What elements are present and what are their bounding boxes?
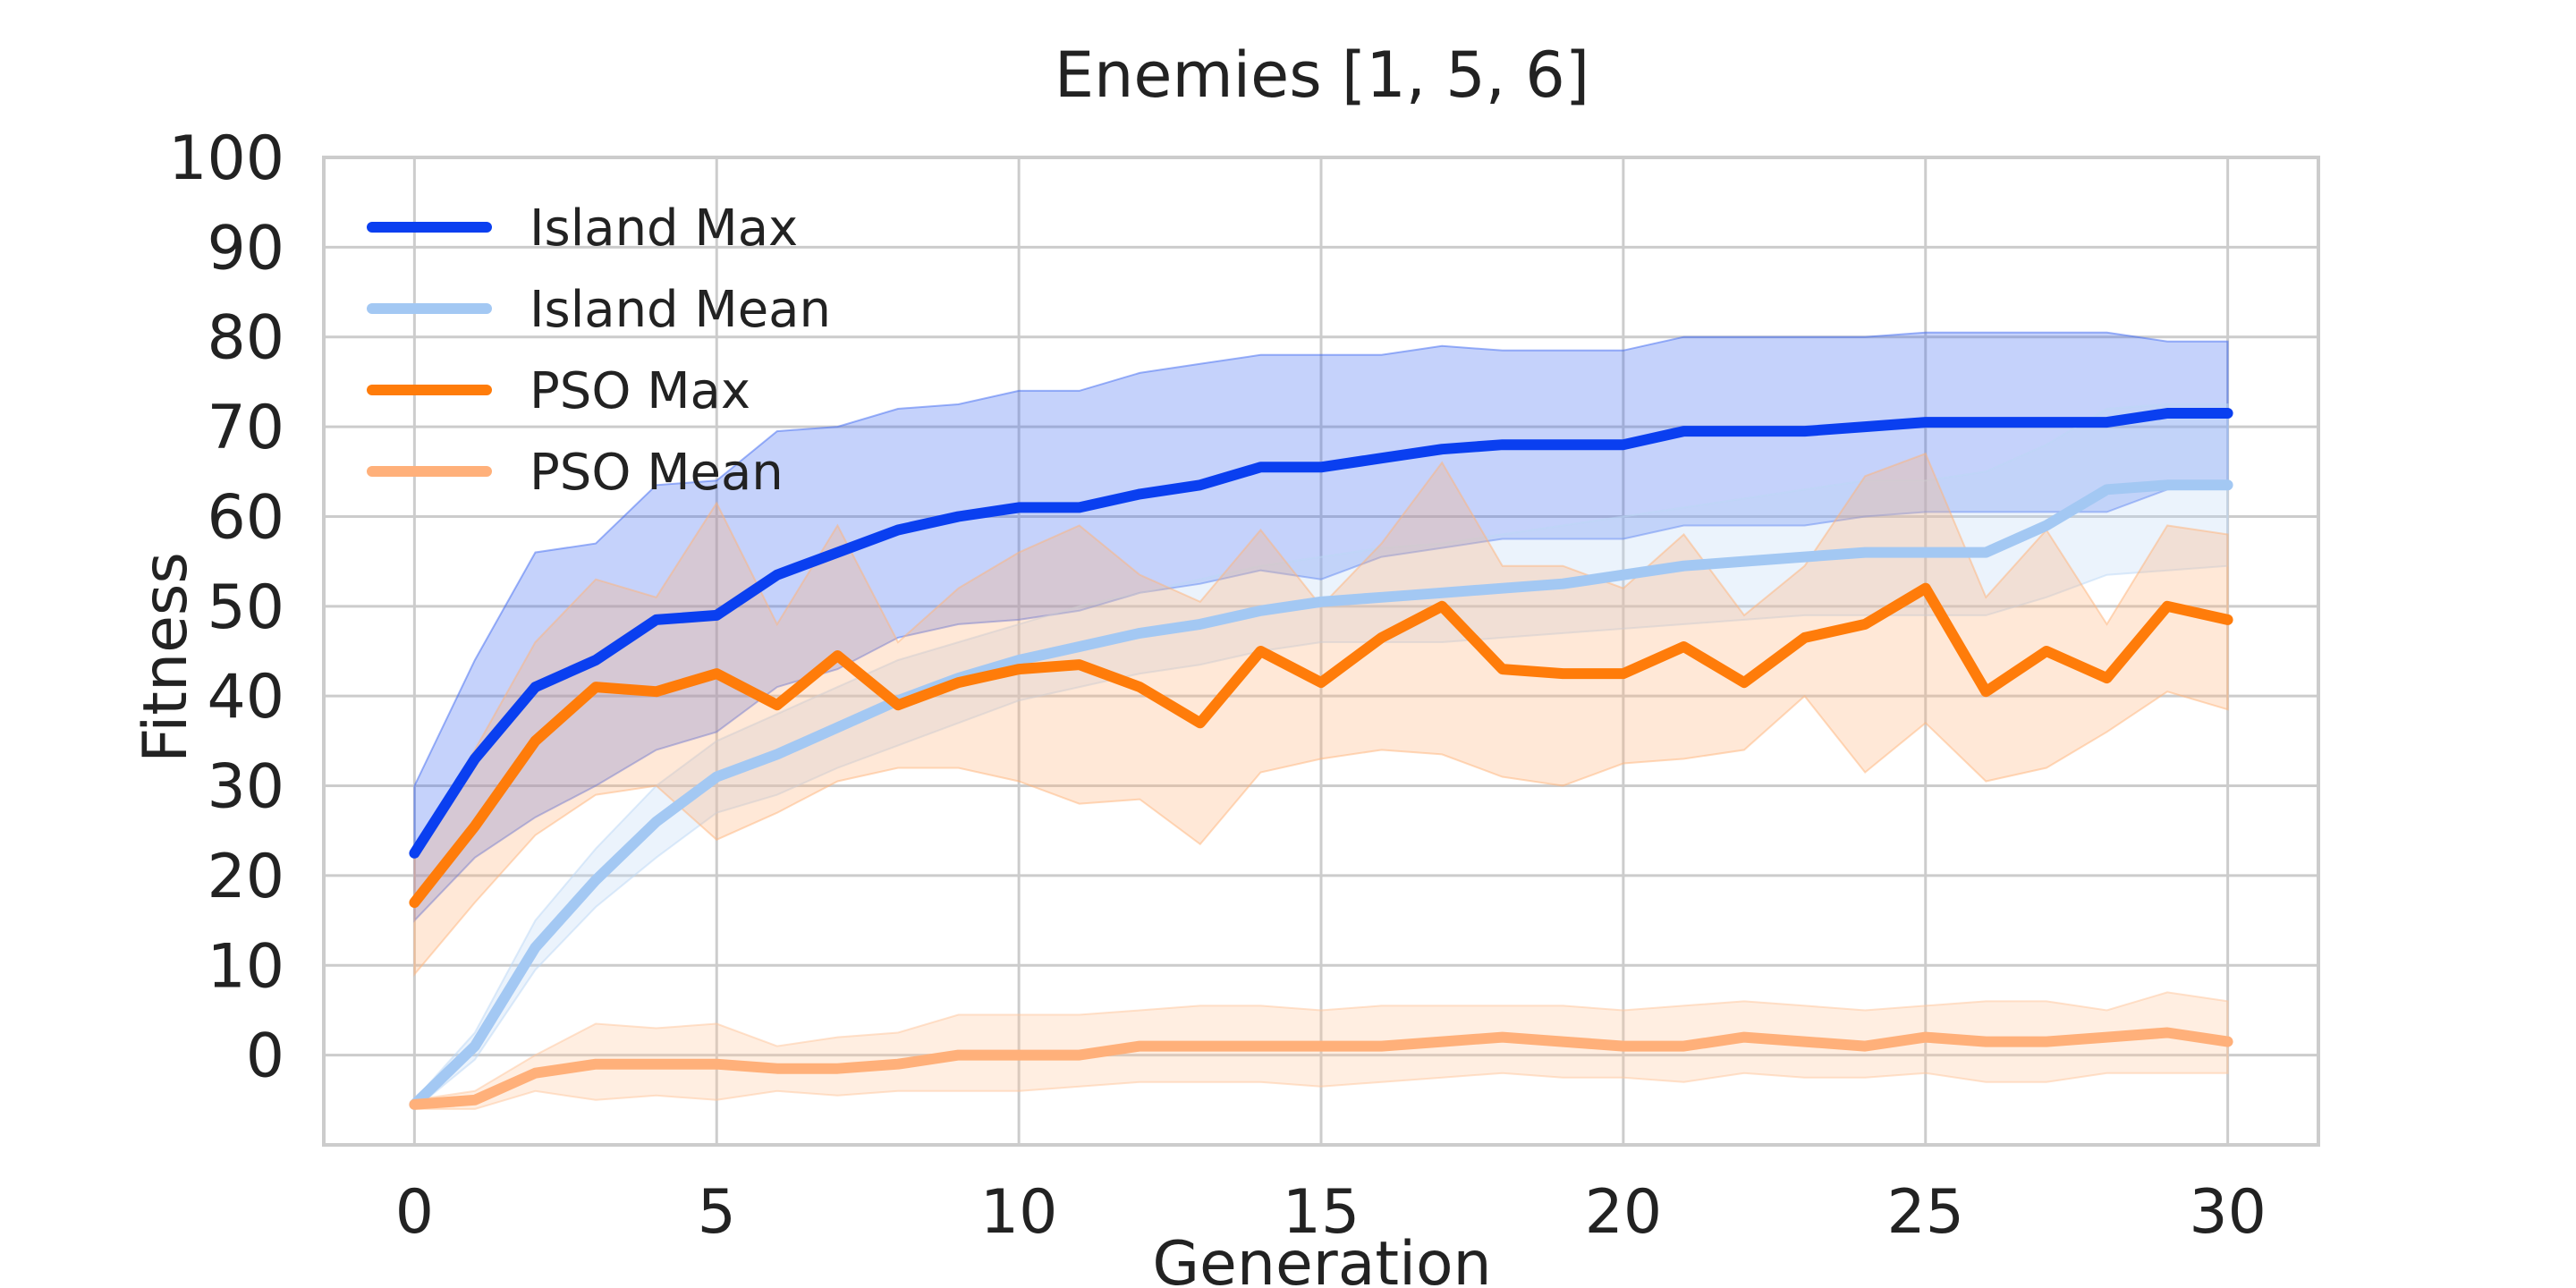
y-tick-label: 10 bbox=[207, 931, 284, 1002]
y-tick-label: 20 bbox=[207, 842, 284, 912]
y-axis-label: Fitness bbox=[131, 552, 201, 763]
y-tick-labels: 0 10 20 30 40 50 60 70 80 90 100 bbox=[168, 123, 284, 1092]
x-tick-label: 10 bbox=[980, 1177, 1058, 1248]
island-max-line bbox=[409, 408, 2233, 859]
legend-label: Island Max bbox=[530, 199, 798, 258]
x-tick-label: 30 bbox=[2189, 1177, 2267, 1248]
y-tick-label: 70 bbox=[207, 393, 284, 463]
y-tick-label: 40 bbox=[207, 662, 284, 733]
legend-item-island-max: Island Max bbox=[367, 199, 798, 258]
x-tick-label: 0 bbox=[395, 1177, 434, 1248]
y-tick-label: 80 bbox=[207, 303, 284, 374]
y-tick-label: 30 bbox=[207, 752, 284, 823]
grid bbox=[324, 156, 2318, 1145]
pso-max-line bbox=[409, 582, 2233, 908]
x-tick-label: 25 bbox=[1886, 1177, 1964, 1248]
x-tick-labels: 0 5 10 15 20 25 30 bbox=[395, 1177, 2267, 1248]
chart-title: Enemies [1, 5, 6] bbox=[1055, 38, 1589, 112]
y-tick-label: 90 bbox=[207, 213, 284, 284]
series-lines bbox=[409, 408, 2233, 1110]
legend-label: Island Mean bbox=[530, 281, 831, 339]
x-tick-label: 5 bbox=[698, 1177, 736, 1248]
x-tick-label: 20 bbox=[1585, 1177, 1663, 1248]
legend-item-island-mean: Island Mean bbox=[367, 281, 831, 339]
legend-label: PSO Mean bbox=[530, 444, 784, 502]
legend-item-pso-max: PSO Max bbox=[367, 362, 750, 420]
pso-max-band bbox=[413, 452, 2229, 978]
y-tick-label: 50 bbox=[207, 572, 284, 643]
legend: Island Max Island Mean PSO Max PSO Mean bbox=[367, 199, 831, 502]
pso-mean-line bbox=[409, 1027, 2233, 1110]
y-tick-label: 60 bbox=[207, 482, 284, 553]
x-axis-label: Generation bbox=[1152, 1229, 1491, 1288]
plot-frame bbox=[322, 156, 2320, 1147]
y-tick-label: 100 bbox=[168, 123, 284, 194]
island-mean-line bbox=[409, 479, 2233, 1110]
legend-label: PSO Max bbox=[530, 362, 750, 420]
legend-item-pso-mean: PSO Mean bbox=[367, 444, 784, 502]
x-tick-label: 15 bbox=[1283, 1177, 1360, 1248]
y-tick-label: 0 bbox=[246, 1021, 284, 1092]
